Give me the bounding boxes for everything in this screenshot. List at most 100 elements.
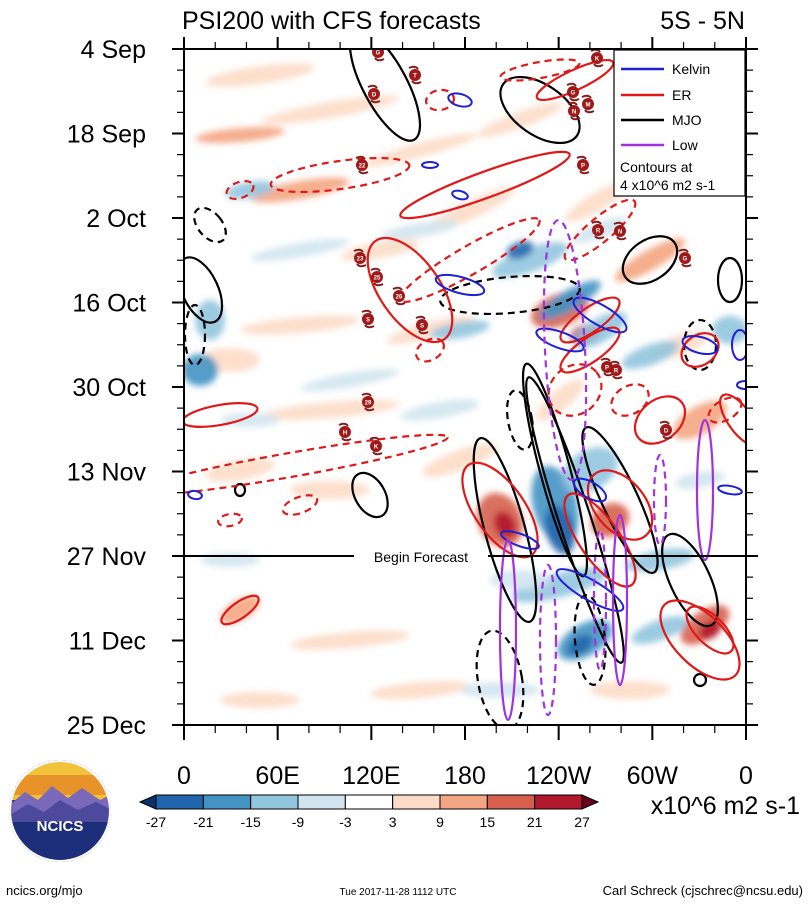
- ncics-logo: NCICS: [9, 760, 111, 862]
- contour-k: [187, 489, 203, 501]
- colorbar-box: [486, 794, 536, 810]
- contour-r: [366, 236, 454, 344]
- storm-marker: H: [338, 422, 352, 442]
- storm-label: 26: [396, 295, 403, 301]
- anomaly-patch: [477, 102, 563, 138]
- contour-r: [217, 512, 243, 528]
- contour-r: [535, 58, 615, 102]
- storm-label: D: [664, 429, 669, 435]
- anomaly-patch: [422, 443, 498, 477]
- colorbar-low-cap: [138, 794, 157, 810]
- colorbar-box: [534, 794, 583, 810]
- anomaly-patch: [400, 399, 480, 421]
- contour-l: [542, 219, 588, 481]
- logo-text: NCICS: [37, 818, 84, 835]
- storm-marker: N: [613, 221, 627, 241]
- storm-label: T: [413, 74, 417, 80]
- anomaly-patch: [712, 316, 746, 344]
- colorbar-units: x10^6 m2 s-1: [651, 792, 800, 820]
- colorbar-label: -21: [193, 814, 213, 830]
- legend-note-line1: Contours at: [620, 159, 692, 175]
- storm-marker: K: [590, 49, 604, 68]
- x-tick-label: 60W: [627, 762, 679, 790]
- contour-r: [633, 395, 687, 445]
- anomaly-patch: [621, 341, 679, 369]
- contour-r: [547, 363, 603, 417]
- storm-label: R: [614, 369, 619, 375]
- contour-r: [414, 337, 446, 363]
- anomaly-patch: [250, 238, 350, 262]
- begin-forecast-label: Begin Forecast: [374, 549, 468, 565]
- y-tick-label: 18 Sep: [67, 121, 146, 149]
- storm-marker: 25: [370, 267, 384, 287]
- contour-r: [680, 332, 720, 368]
- footer-author: Carl Schreck (cjschrec@ncsu.edu): [603, 883, 803, 898]
- x-tick-label: 0: [177, 762, 191, 790]
- x-tick-label: 120W: [526, 762, 592, 790]
- storm-marker: G: [678, 248, 692, 268]
- anomaly-patch: [370, 680, 470, 700]
- anomaly-patch: [362, 133, 478, 167]
- anomaly-patch: [300, 368, 400, 392]
- colorbar-box: [155, 794, 204, 810]
- storm-marker: M: [581, 94, 595, 114]
- storm-label: N: [572, 110, 576, 116]
- storm-marker: N: [567, 101, 581, 121]
- anomaly-patch: [567, 635, 593, 655]
- contour-l: [695, 418, 715, 562]
- anomaly-patch: [220, 596, 260, 624]
- colorbar-label: 27: [574, 814, 590, 830]
- y-tick-label: 16 Oct: [72, 290, 146, 318]
- chart-title: PSI200 with CFS forecasts: [182, 7, 481, 35]
- filter-contours: [184, 49, 746, 725]
- storm-marker: R: [609, 360, 623, 380]
- contour-m: [505, 389, 535, 451]
- footer-timestamp: Tue 2017-11-28 1112 UTC: [340, 887, 457, 898]
- colorbar: -27 -21 -15 -9 -3 3 9 15 21 27: [138, 794, 600, 830]
- storm-label: K: [595, 57, 600, 63]
- contour-l: [592, 528, 608, 672]
- colorbar-high-cap: [581, 794, 600, 810]
- storm-label: S: [366, 318, 370, 324]
- anomaly-patch: [460, 682, 540, 698]
- storm-label: D: [372, 93, 377, 99]
- x-tick-label: 120E: [342, 762, 400, 790]
- storm-label: N: [618, 230, 622, 236]
- anomaly-patch: [184, 354, 218, 386]
- storm-marker: 22: [355, 155, 369, 175]
- storm-marker: 26: [392, 286, 406, 306]
- legend-kelvin: Kelvin: [672, 61, 710, 77]
- storm-marker: D: [659, 420, 673, 440]
- contour-k: [451, 189, 469, 201]
- contour-r: [707, 396, 743, 424]
- storm-label: H: [343, 431, 347, 437]
- contour-r: [184, 433, 449, 497]
- storm-marker: T: [408, 65, 422, 85]
- legend-low: Low: [672, 137, 699, 153]
- storm-marker: K: [369, 436, 383, 456]
- anomaly-patch: [673, 400, 727, 440]
- contour-m: [621, 235, 679, 285]
- storm-label: P: [605, 366, 609, 372]
- colorbar-label: -27: [146, 814, 166, 830]
- anomaly-patch: [625, 548, 695, 572]
- colorbar-box: [392, 794, 441, 810]
- contour-r: [425, 88, 455, 112]
- anomaly-patch: [250, 177, 350, 203]
- contour-m: [716, 256, 744, 304]
- contour-k: [731, 329, 746, 361]
- contour-k: [681, 334, 719, 356]
- storm-label: 23: [357, 257, 364, 263]
- region-label: 5S - 5N: [660, 7, 745, 35]
- contour-l: [538, 563, 558, 717]
- storm-label: 29: [365, 401, 372, 407]
- contour-m: [692, 672, 708, 688]
- legend-mjo: MJO: [672, 112, 702, 128]
- storm-marker: D: [367, 84, 381, 104]
- contour-m: [439, 274, 581, 316]
- contour-m: [348, 49, 422, 142]
- storm-label: G: [376, 51, 381, 57]
- anomaly-patch: [490, 570, 550, 590]
